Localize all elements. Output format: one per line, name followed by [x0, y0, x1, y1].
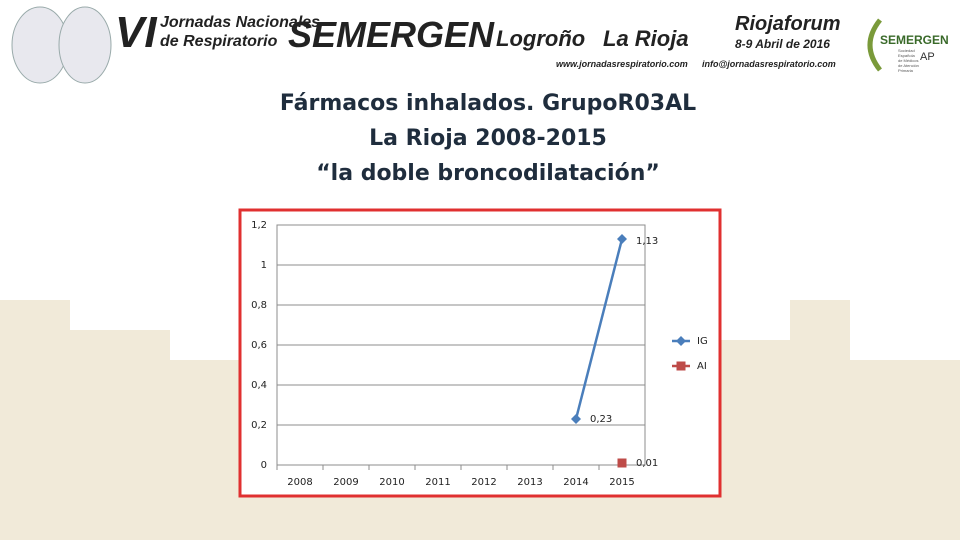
title-line: “la doble broncodilatación”: [316, 161, 660, 186]
y-tick-label: 1,2: [251, 220, 267, 231]
logo-line: Española: [898, 53, 915, 58]
marker: [571, 414, 581, 424]
logo-line: de Médicos: [898, 58, 918, 63]
logo-line: de Atención: [898, 63, 919, 68]
venue: Riojaforum: [735, 13, 841, 35]
y-tick-label: 0,8: [251, 300, 267, 311]
website: www.jornadasrespiratorio.com: [556, 59, 688, 69]
title-line: La Rioja 2008-2015: [369, 126, 607, 151]
city: Logroño: [496, 26, 585, 51]
logo-name: SEMERGEN: [880, 33, 949, 47]
y-tick-label: 0,4: [251, 380, 267, 391]
x-tick-label: 2010: [379, 477, 404, 488]
y-tick-label: 0: [261, 460, 267, 471]
brand: SEMERGEN: [288, 14, 495, 55]
series-line: [574, 238, 624, 420]
title-line: Fármacos inhalados. GrupoR03AL: [280, 91, 696, 116]
data-label: 0,23: [590, 414, 612, 425]
chart: 0 0,2 0,4 0,6 0,8 1 1,2 2008 2009 2010 2011 2012 201…: [251, 220, 708, 488]
y-tick-label: 1: [261, 260, 267, 271]
chart-frame: [238, 208, 722, 498]
x-tick-label: 2008: [287, 477, 312, 488]
marker: [617, 234, 627, 244]
x-tick-label: 2015: [609, 477, 634, 488]
region: La Rioja: [603, 26, 689, 51]
event-line: de Respiratorio: [160, 33, 278, 50]
dates: 8-9 Abril de 2016: [735, 37, 830, 51]
legend-label: IG: [697, 336, 708, 347]
marker: [617, 458, 627, 468]
logo-line: Sociedad: [898, 48, 915, 53]
legend-marker: [676, 336, 686, 346]
x-tick-label: 2011: [425, 477, 450, 488]
logo-line: Primaria: [898, 68, 914, 73]
x-tick-label: 2009: [333, 477, 358, 488]
edition: VI: [115, 8, 157, 57]
legend-label: AI: [697, 361, 707, 372]
data-label: 1,13: [636, 236, 658, 247]
y-tick-label: 0,6: [251, 340, 267, 351]
x-tick-label: 2012: [471, 477, 496, 488]
lung-icon: [58, 6, 112, 84]
email: info@jornadasrespiratorio.com: [702, 59, 836, 69]
x-tick-label: 2014: [563, 477, 588, 488]
legend-marker: [676, 361, 686, 371]
header: VI Jornadas Nacionales de Respiratorio S…: [11, 6, 949, 84]
event-line: Jornadas Nacionales: [160, 14, 320, 31]
data-label: 0,01: [636, 458, 658, 469]
logo-suffix: AP: [920, 51, 935, 63]
x-tick-label: 2013: [517, 477, 542, 488]
logo-swirl: [867, 18, 883, 72]
background-skyline: [0, 300, 960, 540]
y-tick-label: 0,2: [251, 420, 267, 431]
